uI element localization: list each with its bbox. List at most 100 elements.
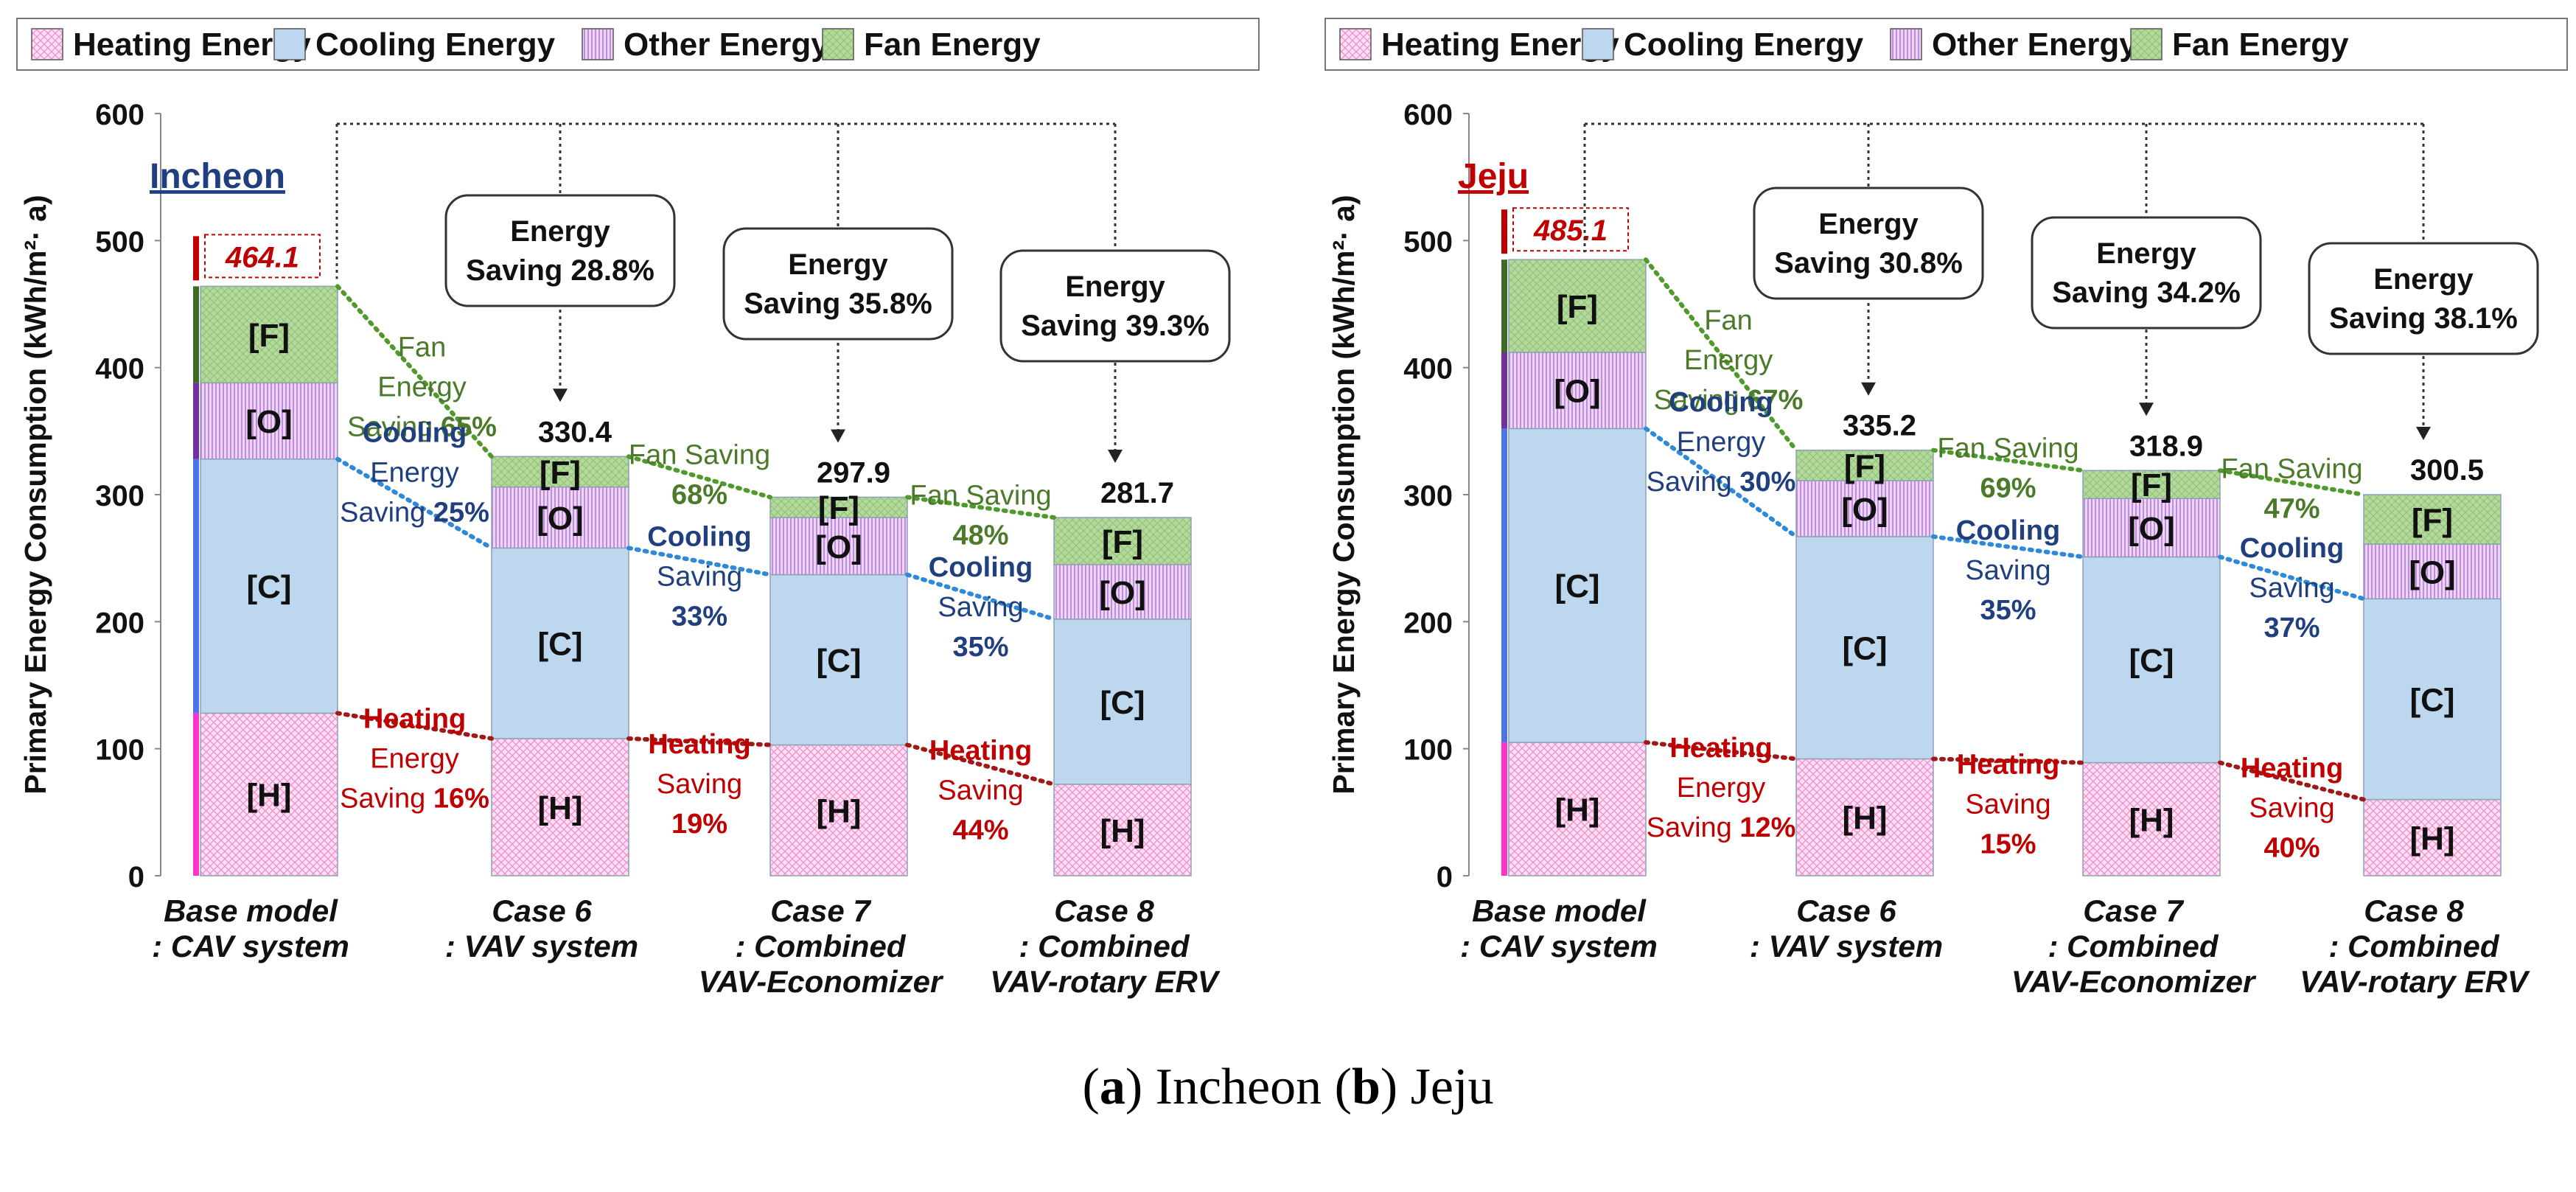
y-tick-label: 100 bbox=[1403, 734, 1453, 767]
category-line: VAV-rotary ERV bbox=[990, 964, 1221, 999]
saving-line: Saving 25% bbox=[340, 497, 489, 528]
legend-item-c: Cooling Energy bbox=[273, 27, 556, 63]
bracket-arrow bbox=[1108, 450, 1123, 464]
bar-1: [H] [C] [O] [F] 335.2 bbox=[1795, 410, 1934, 876]
base-edge-o bbox=[1501, 352, 1507, 429]
total-marker bbox=[193, 236, 199, 281]
legend-item-h: Heating Energy bbox=[1339, 27, 1619, 63]
legend-label: Other Energy bbox=[1932, 27, 2137, 63]
legend-swatch bbox=[822, 28, 854, 60]
segment-label: [O] bbox=[2409, 554, 2456, 590]
callout-line: Saving 35.8% bbox=[744, 287, 932, 320]
bar-segment-c bbox=[200, 459, 338, 714]
category-line: : VAV system bbox=[445, 929, 638, 963]
total-value: 335.2 bbox=[1843, 410, 1916, 442]
saving-line: 40% bbox=[2263, 833, 2320, 864]
segment-label: [H] bbox=[1842, 801, 1887, 837]
saving-percent: 67% bbox=[1747, 385, 1803, 416]
trend-f bbox=[1644, 257, 1798, 453]
bracket-arrow bbox=[1861, 382, 1876, 396]
cooling-saving-1: Cooling Saving 33% bbox=[647, 522, 751, 632]
bar-segment-h bbox=[1508, 742, 1647, 876]
saving-percent: 25% bbox=[433, 497, 489, 528]
trend-f bbox=[2218, 468, 2366, 498]
category-line: Case 6 bbox=[1796, 893, 1896, 928]
heating-saving-2: Heating Saving 40% bbox=[2241, 753, 2343, 864]
saving-line: Energy bbox=[370, 457, 458, 488]
fan-saving-2: Fan Saving 47% bbox=[2221, 453, 2362, 524]
base-edge-f bbox=[1501, 259, 1507, 353]
bar-segment-o bbox=[2082, 498, 2221, 558]
saving-prefix: Saving bbox=[1647, 812, 1740, 843]
y-tick-label: 0 bbox=[128, 861, 144, 893]
saving-line: Cooling bbox=[647, 522, 751, 553]
bar-segment-h bbox=[769, 744, 908, 876]
saving-line: Fan Saving bbox=[629, 439, 770, 470]
segment-label: [F] bbox=[2131, 467, 2172, 503]
category-line: Base model bbox=[1472, 893, 1647, 928]
callout-line: Energy bbox=[1818, 208, 1919, 240]
bar-segment-c bbox=[1795, 536, 1934, 760]
segment-label: [H] bbox=[2409, 820, 2454, 857]
bar-segment-o bbox=[1508, 352, 1647, 430]
category-line: Case 7 bbox=[770, 893, 871, 928]
bar-segment-o bbox=[491, 486, 629, 549]
saving-line: Cooling bbox=[929, 552, 1033, 583]
legend-item-c: Cooling Energy bbox=[1582, 27, 1864, 63]
saving-line: Saving bbox=[938, 776, 1023, 806]
bar-segment-c bbox=[2363, 598, 2502, 801]
legend-item-o: Other Energy bbox=[1890, 27, 2137, 63]
segment-label: [O] bbox=[1554, 374, 1601, 410]
saving-line: Heating bbox=[1957, 749, 2059, 780]
bar-segment-o bbox=[1795, 480, 1934, 537]
category-line: : Combined bbox=[2329, 929, 2500, 963]
segment-label: [O] bbox=[1099, 575, 1146, 611]
total-value: 318.9 bbox=[2129, 430, 2203, 462]
trend-c bbox=[335, 456, 494, 551]
caption-b-label: b bbox=[1351, 1059, 1381, 1115]
saving-line: Fan Saving bbox=[910, 480, 1051, 511]
saving-line: Saving 12% bbox=[1647, 812, 1796, 843]
caption-a-text: Incheon bbox=[1155, 1059, 1322, 1115]
legend-swatch bbox=[582, 28, 614, 60]
heating-saving-0: Heating Energy Saving 16% bbox=[340, 703, 489, 814]
saving-line: Cooling bbox=[363, 417, 467, 448]
fan-saving-1: Fan Saving 69% bbox=[1937, 433, 2078, 504]
saving-prefix: Saving bbox=[1654, 385, 1748, 416]
saving-line: Cooling bbox=[1956, 515, 2060, 546]
bracket-arrow bbox=[2416, 427, 2431, 441]
bar-2: [H] [C] [O] [F] 318.9 bbox=[2082, 430, 2221, 876]
callout-line: Saving 28.8% bbox=[466, 254, 655, 287]
y-tick-label: 500 bbox=[95, 226, 144, 258]
segment-label: [C] bbox=[2409, 682, 2454, 718]
total-value: 297.9 bbox=[817, 456, 890, 489]
y-tick-label: 400 bbox=[95, 353, 144, 386]
bar-segment-c bbox=[2082, 556, 2221, 764]
segment-label: [O] bbox=[245, 404, 293, 440]
bracket-arrow bbox=[831, 429, 845, 443]
segment-label: [H] bbox=[537, 790, 582, 826]
segment-label: [O] bbox=[537, 501, 584, 537]
legend-swatch bbox=[1890, 28, 1922, 60]
segment-label: [H] bbox=[1554, 792, 1599, 829]
trend-h bbox=[1931, 756, 2085, 765]
callout-line: Saving 39.3% bbox=[1021, 310, 1210, 342]
trend-c bbox=[905, 572, 1056, 621]
trend-c bbox=[1931, 534, 2085, 560]
callout-line: Saving 34.2% bbox=[2052, 276, 2241, 309]
callout-box bbox=[2031, 216, 2262, 330]
heating-saving-2: Heating Saving 44% bbox=[929, 736, 1032, 846]
cooling-saving-0: Cooling Energy Saving 25% bbox=[340, 417, 489, 528]
saving-line: Cooling bbox=[2240, 533, 2344, 564]
fan-saving-0: Fan Energy Saving 65% bbox=[347, 332, 497, 442]
callout-line: Energy bbox=[2373, 263, 2474, 296]
legend-label: Other Energy bbox=[624, 27, 829, 63]
category-line: Case 8 bbox=[2364, 893, 2464, 928]
category-line: VAV-Economizer bbox=[2011, 964, 2257, 999]
category-label-0: Base model: CAV system bbox=[152, 893, 349, 963]
segment-label: [F] bbox=[1844, 448, 1885, 484]
segment-label: [O] bbox=[1841, 492, 1888, 528]
category-label-1: Case 6: VAV system bbox=[445, 893, 638, 963]
callout-box bbox=[1753, 187, 1984, 300]
